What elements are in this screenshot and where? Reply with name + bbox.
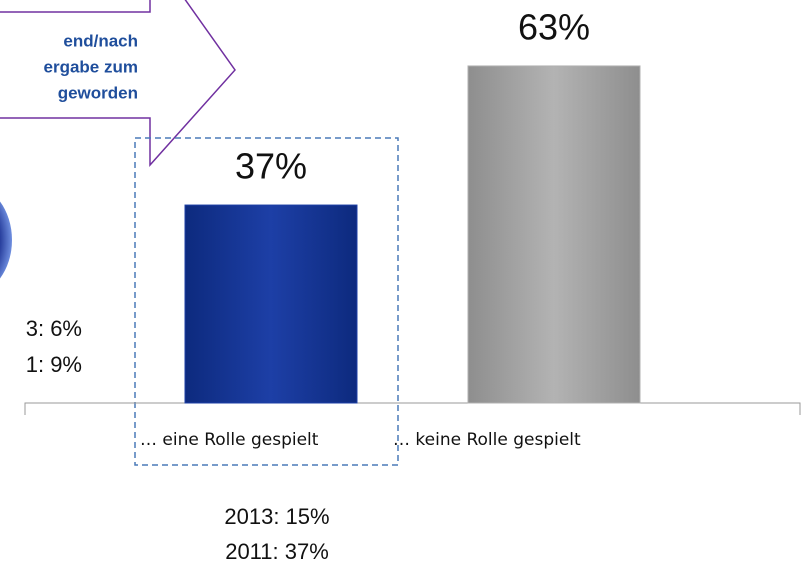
callout-text: ergabe zum <box>44 57 138 76</box>
callout-text: geworden <box>58 83 138 102</box>
callout-arrow <box>0 0 236 167</box>
value-label: 37% <box>235 146 307 187</box>
category-label: … eine Rolle gespielt <box>140 430 319 450</box>
bar <box>184 204 358 404</box>
ellipse <box>0 201 12 279</box>
dashed-box <box>134 137 399 466</box>
left-note: 1: 9% <box>26 352 82 377</box>
value-label: 63% <box>518 6 590 47</box>
left-note: 3: 6% <box>26 316 82 341</box>
axis <box>24 402 801 415</box>
note: 2013: 15% <box>224 504 329 529</box>
callout-text: end/nach <box>63 31 138 50</box>
category-label: … keine Rolle gespielt <box>393 430 581 450</box>
bar <box>467 65 641 404</box>
note: 2011: 37% <box>225 539 329 564</box>
